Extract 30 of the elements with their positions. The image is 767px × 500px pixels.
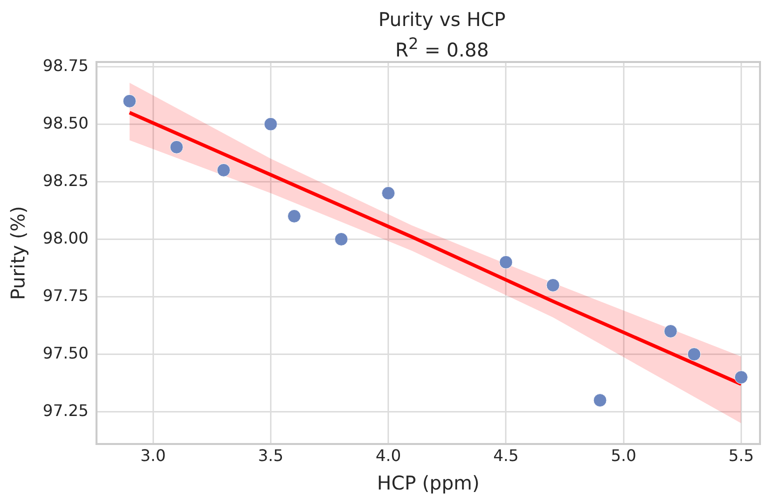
y-tick-label: 98.75 <box>42 56 89 75</box>
y-tick-label: 98.25 <box>42 170 89 190</box>
point <box>499 255 513 269</box>
y-axis-title: Purity (%) <box>7 206 30 300</box>
x-tick-label: 4.5 <box>493 446 519 465</box>
point <box>122 94 136 108</box>
x-tick-label: 3.0 <box>140 446 166 465</box>
point <box>264 117 278 131</box>
y-tick-label: 97.50 <box>42 343 89 362</box>
point <box>382 186 396 200</box>
point <box>546 278 560 292</box>
x-axis-title: HCP (ppm) <box>377 472 480 495</box>
y-tick-label: 98.50 <box>42 113 89 132</box>
point <box>334 232 348 246</box>
point <box>664 324 678 338</box>
point <box>170 140 184 154</box>
y-tick-label: 97.75 <box>42 286 89 305</box>
point <box>734 370 748 384</box>
x-tick-label: 4.0 <box>376 446 402 465</box>
point <box>593 394 607 408</box>
point <box>287 209 301 223</box>
chart-title: Purity vs HCP <box>377 8 507 32</box>
x-tick-label: 3.5 <box>258 446 284 465</box>
y-tick-label: 97.25 <box>42 400 89 420</box>
y-tick-label: 98.00 <box>42 228 89 248</box>
x-tick-label: 5.0 <box>610 446 636 465</box>
chart-subtitle: R$^{2}$ = 0.88 <box>394 33 490 62</box>
point <box>687 348 701 362</box>
x-tick-label: 5.5 <box>728 446 754 465</box>
point <box>216 163 230 177</box>
